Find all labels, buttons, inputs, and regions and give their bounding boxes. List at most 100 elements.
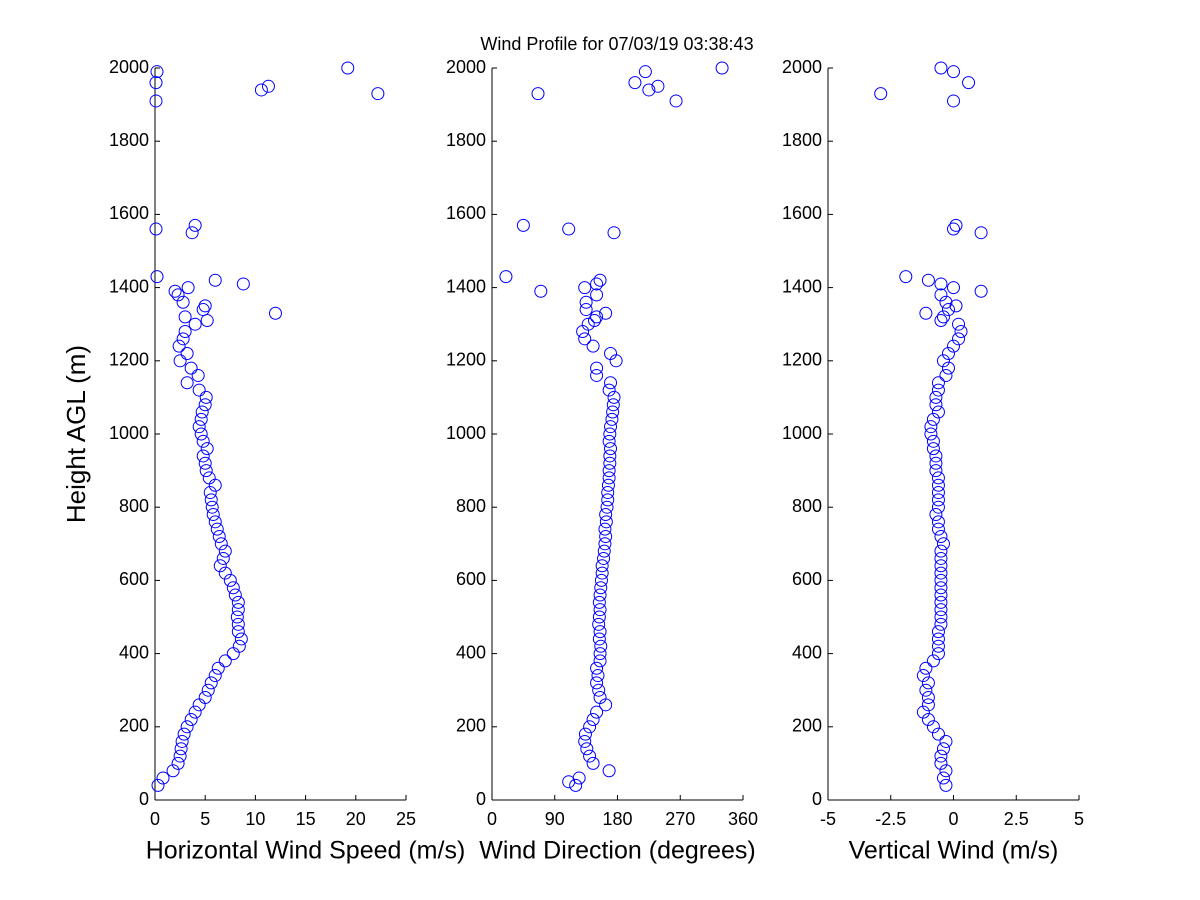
marker (174, 742, 188, 756)
marker (593, 603, 607, 617)
marker (198, 456, 212, 470)
marker (228, 588, 242, 602)
x-tick-label: 5 (200, 809, 210, 829)
marker (929, 449, 943, 463)
marker (184, 361, 198, 375)
marker (196, 449, 210, 463)
marker (590, 705, 604, 719)
marker (600, 500, 614, 514)
marker (590, 661, 604, 675)
marker (181, 281, 195, 295)
marker (929, 456, 943, 470)
y-axis-label: Height AGL (m) (61, 345, 91, 523)
marker (200, 314, 214, 328)
marker (593, 691, 607, 705)
y-tick-label: 200 (456, 716, 486, 736)
marker (594, 581, 608, 595)
marker (601, 493, 615, 507)
marker (176, 295, 190, 309)
marker (562, 222, 576, 236)
y-tick-label: 1000 (109, 423, 149, 443)
marker (947, 339, 960, 353)
marker (218, 654, 232, 668)
marker (593, 654, 607, 668)
y-tick-label: 1400 (446, 276, 486, 296)
marker (921, 698, 935, 712)
marker (178, 325, 192, 339)
marker (203, 486, 217, 500)
y-tick-label: 1200 (446, 350, 486, 370)
marker (921, 691, 935, 705)
marker (962, 76, 976, 90)
marker (211, 661, 225, 675)
marker (934, 588, 948, 602)
marker (590, 277, 604, 291)
marker (192, 698, 206, 712)
marker (931, 500, 945, 514)
marker (194, 412, 208, 426)
marker (171, 288, 185, 302)
marker (931, 405, 945, 419)
marker (926, 412, 940, 426)
marker (934, 610, 948, 624)
marker (936, 354, 950, 368)
marker (234, 632, 248, 646)
marker (974, 284, 988, 298)
marker (931, 376, 945, 390)
y-tick-label: 1200 (109, 350, 149, 370)
x-axis-label: Vertical Wind (m/s) (849, 837, 1059, 865)
marker (939, 764, 953, 778)
marker (924, 427, 938, 441)
marker (201, 683, 215, 697)
marker (936, 771, 950, 785)
marker (947, 222, 960, 236)
marker (173, 354, 187, 368)
marker (931, 727, 945, 741)
marker (874, 87, 888, 101)
marker (934, 566, 948, 580)
marker (952, 317, 966, 331)
x-tick-label: 180 (602, 809, 632, 829)
marker (642, 83, 656, 97)
marker (934, 559, 948, 573)
marker (208, 669, 222, 683)
x-tick-label: 0 (948, 809, 958, 829)
marker (180, 720, 194, 734)
x-axis-label: Wind Direction (degrees) (479, 837, 756, 865)
marker (175, 734, 189, 748)
marker (899, 270, 913, 284)
marker (931, 647, 945, 661)
marker (939, 778, 953, 792)
marker (602, 383, 616, 397)
y-tick-label: 1800 (109, 130, 149, 150)
marker (212, 529, 226, 543)
marker (715, 61, 729, 75)
x-tick-label: -5 (820, 809, 836, 829)
marker (176, 332, 190, 346)
marker (947, 281, 960, 295)
marker (592, 610, 606, 624)
marker (929, 390, 943, 404)
marker (601, 486, 615, 500)
y-tick-label: 1600 (446, 203, 486, 223)
x-tick-label: 5 (1074, 809, 1084, 829)
marker (168, 284, 182, 298)
marker (602, 764, 616, 778)
marker (202, 471, 216, 485)
marker (180, 346, 194, 360)
marker (581, 317, 595, 331)
marker (188, 705, 202, 719)
marker (599, 529, 613, 543)
marker (578, 332, 592, 346)
y-tick-label: 800 (792, 496, 822, 516)
marker (586, 712, 600, 726)
y-tick-label: 1800 (446, 130, 486, 150)
y-tick-label: 1200 (782, 350, 822, 370)
marker (499, 270, 513, 284)
marker (231, 603, 245, 617)
y-tick-label: 0 (139, 789, 149, 809)
marker (597, 551, 611, 565)
marker (939, 295, 953, 309)
marker (931, 522, 945, 536)
